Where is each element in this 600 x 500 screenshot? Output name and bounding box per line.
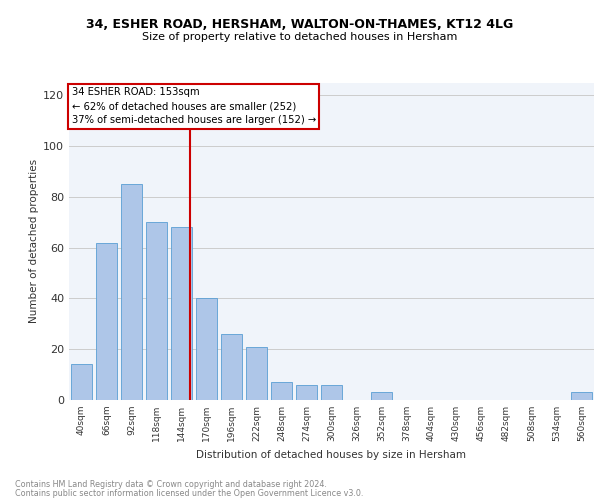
Bar <box>171 228 192 400</box>
Text: Contains HM Land Registry data © Crown copyright and database right 2024.: Contains HM Land Registry data © Crown c… <box>15 480 327 489</box>
Bar <box>571 392 592 400</box>
Bar <box>196 298 217 400</box>
Text: 34 ESHER ROAD: 153sqm
← 62% of detached houses are smaller (252)
37% of semi-det: 34 ESHER ROAD: 153sqm ← 62% of detached … <box>71 88 316 126</box>
Y-axis label: Number of detached properties: Number of detached properties <box>29 159 39 324</box>
Text: Contains public sector information licensed under the Open Government Licence v3: Contains public sector information licen… <box>15 488 364 498</box>
Bar <box>221 334 242 400</box>
Bar <box>71 364 92 400</box>
X-axis label: Distribution of detached houses by size in Hersham: Distribution of detached houses by size … <box>197 450 467 460</box>
Bar <box>246 346 267 400</box>
Bar <box>121 184 142 400</box>
Bar <box>96 242 117 400</box>
Text: Size of property relative to detached houses in Hersham: Size of property relative to detached ho… <box>142 32 458 42</box>
Bar <box>146 222 167 400</box>
Bar <box>321 385 342 400</box>
Text: 34, ESHER ROAD, HERSHAM, WALTON-ON-THAMES, KT12 4LG: 34, ESHER ROAD, HERSHAM, WALTON-ON-THAME… <box>86 18 514 30</box>
Bar <box>296 385 317 400</box>
Bar <box>271 382 292 400</box>
Bar <box>371 392 392 400</box>
